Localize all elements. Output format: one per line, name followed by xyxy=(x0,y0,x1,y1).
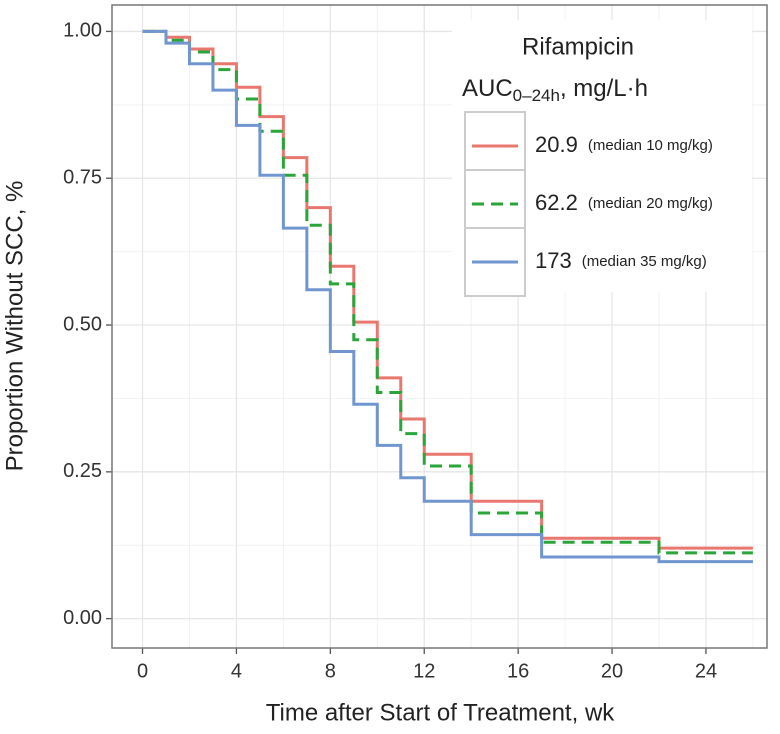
x-tick-label: 12 xyxy=(413,660,435,682)
legend-note: (median 10 mg/kg) xyxy=(588,137,713,154)
legend-label: 62.2 (median 20 mg/kg) xyxy=(535,190,713,215)
legend-subtitle-sub: 0–24h xyxy=(513,86,560,105)
y-tick-label: 0.50 xyxy=(63,313,102,335)
legend-title: Rifampicin xyxy=(522,33,634,60)
legend-name: 20.9 xyxy=(535,132,578,157)
y-tick-label: 0.25 xyxy=(63,460,102,482)
legend-note: (median 20 mg/kg) xyxy=(588,195,713,212)
legend-subtitle-main: AUC xyxy=(462,75,513,102)
legend-subtitle: AUC0–24h, mg/L·h xyxy=(462,75,648,105)
x-tick-label: 8 xyxy=(325,660,336,682)
legend-subtitle-rest: , mg/L·h xyxy=(560,75,648,102)
y-tick-label: 1.00 xyxy=(63,20,102,42)
x-tick-label: 4 xyxy=(231,660,242,682)
legend-name: 173 xyxy=(535,248,572,273)
survival-curve xyxy=(142,29,753,564)
legend-label: 173 (median 35 mg/kg) xyxy=(535,248,707,273)
panel-border xyxy=(111,4,768,649)
x-tick-label: 16 xyxy=(507,660,529,682)
x-tick-label: 0 xyxy=(137,660,148,682)
legend-label: 20.9 (median 10 mg/kg) xyxy=(535,132,713,157)
y-axis-title: Proportion Without SCC, % xyxy=(1,181,28,472)
y-tick-label: 0.75 xyxy=(63,167,102,189)
legend-note: (median 35 mg/kg) xyxy=(582,253,707,270)
x-axis-title: Time after Start of Treatment, wk xyxy=(266,699,616,726)
y-tick-label: 0.00 xyxy=(63,607,102,629)
x-tick-label: 24 xyxy=(695,660,717,682)
x-tick-label: 20 xyxy=(601,660,623,682)
legend-name: 62.2 xyxy=(535,190,578,215)
